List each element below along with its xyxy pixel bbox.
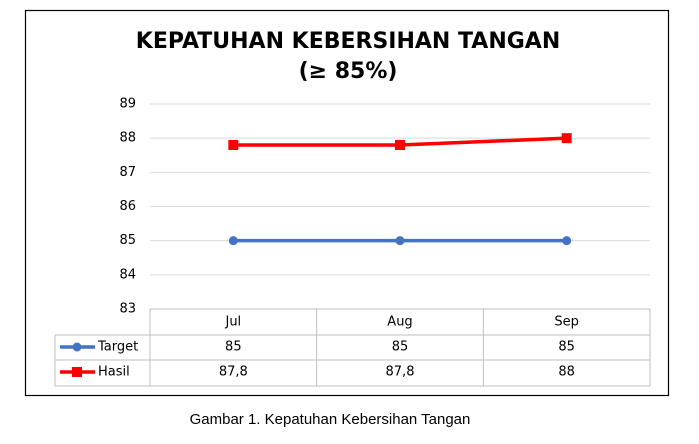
x-tick-label: Aug bbox=[387, 315, 412, 330]
y-tick-label: 84 bbox=[119, 267, 136, 282]
y-tick-label: 85 bbox=[119, 233, 136, 248]
point bbox=[72, 367, 82, 377]
point bbox=[228, 236, 238, 246]
point bbox=[561, 133, 572, 144]
data-label: 87,8 bbox=[386, 365, 415, 380]
data-label: 85 bbox=[225, 340, 242, 355]
y-tick-label: 89 bbox=[119, 97, 136, 112]
chart-title: KEPATUHAN KEBERSIHAN TANGAN bbox=[136, 29, 560, 54]
data-label: 85 bbox=[558, 340, 575, 355]
legend-label: Hasil bbox=[98, 365, 130, 380]
x-tick-label: Jul bbox=[224, 315, 241, 330]
legend-label: Target bbox=[97, 340, 138, 355]
y-tick-label: 86 bbox=[119, 199, 136, 214]
chart-frame bbox=[24, 9, 670, 397]
point bbox=[228, 140, 239, 150]
y-tick-label: 83 bbox=[119, 302, 136, 317]
point bbox=[395, 140, 405, 150]
x-tick-label: Sep bbox=[554, 315, 579, 330]
point bbox=[72, 342, 82, 352]
y-tick-label: 88 bbox=[119, 131, 136, 146]
y-tick-label: 87 bbox=[119, 165, 136, 180]
data-label: 85 bbox=[392, 340, 409, 355]
chart-subtitle: (≥ 85%) bbox=[299, 59, 398, 84]
caption: Gambar 1. Kepatuhan Kebersihan Tangan bbox=[190, 411, 471, 428]
point bbox=[562, 236, 572, 246]
data-label: 88 bbox=[558, 365, 575, 380]
data-label: 87,8 bbox=[219, 365, 248, 380]
point bbox=[395, 236, 405, 246]
